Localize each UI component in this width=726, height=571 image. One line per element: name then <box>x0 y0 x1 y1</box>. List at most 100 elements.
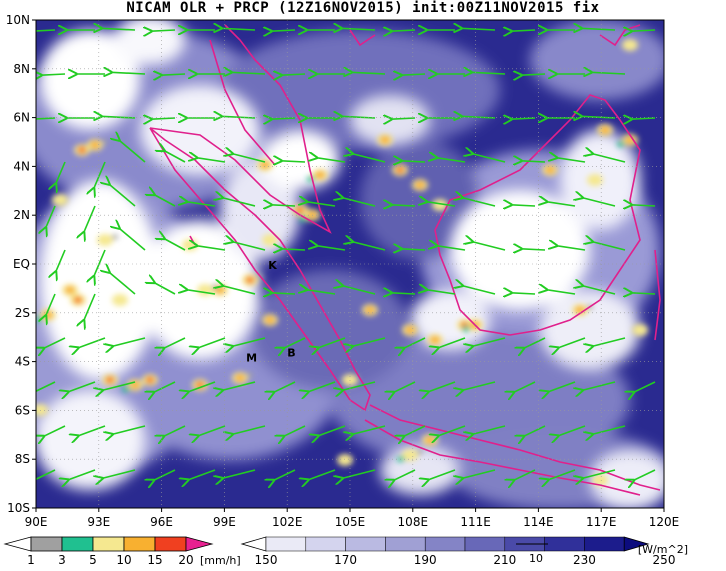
precip-cell <box>587 174 603 186</box>
wind-vector <box>196 158 226 163</box>
wind-vector <box>393 381 416 392</box>
precip-colorbar-high-arrow <box>185 536 214 552</box>
lat-tick-label: 2S <box>15 306 30 320</box>
wind-vector <box>101 28 136 30</box>
wind-vector <box>196 246 226 251</box>
wind-vector <box>582 286 616 295</box>
olr-colorbar-unit: [W/m^2] <box>638 543 688 556</box>
wind-vector <box>198 337 226 348</box>
coastline-borneo <box>434 94 641 336</box>
wind-vector <box>232 425 266 434</box>
wind-vector <box>428 381 456 392</box>
wind-vector <box>232 242 266 251</box>
precip-cell <box>36 404 48 416</box>
wind-vector <box>84 293 96 321</box>
precip-core <box>235 374 245 382</box>
wind-vector <box>631 118 656 119</box>
lat-tick-label: 10S <box>7 501 30 515</box>
wind-vector <box>78 425 106 436</box>
wind-vector <box>546 290 576 295</box>
wind-vector <box>78 337 106 348</box>
wind-vector <box>546 202 576 207</box>
precip-light <box>617 141 625 147</box>
precip-trace <box>112 234 118 240</box>
lon-tick-label: 99E <box>213 515 236 529</box>
lon-tick-label: 105E <box>335 515 366 529</box>
precip-trace <box>212 284 218 290</box>
reference-vector-label: 10 <box>529 552 543 565</box>
wind-vector <box>316 158 346 163</box>
wind-vector <box>43 425 66 436</box>
precipitation-cells <box>36 39 648 486</box>
wind-vector <box>403 337 426 348</box>
wind-vector <box>582 381 616 390</box>
wind-vector <box>581 28 616 30</box>
precip-core <box>365 306 375 314</box>
wind-vector <box>102 469 136 478</box>
wind-vector <box>472 154 506 163</box>
precip-peak <box>147 377 153 383</box>
lat-tick-label: 2N <box>13 208 30 222</box>
wind-vector <box>391 30 416 31</box>
olr-colorbar-label: 230 <box>573 553 596 567</box>
lon-tick-label: 93E <box>87 515 110 529</box>
wind-vector <box>102 381 136 390</box>
wind-vector <box>592 154 626 163</box>
olr-colorbar-segment <box>544 536 585 552</box>
wind-vector <box>163 425 186 436</box>
wind-vector <box>36 29 56 32</box>
wind-vector <box>633 381 656 392</box>
wind-vector <box>68 469 96 480</box>
wind-vector <box>84 205 96 233</box>
wind-vector <box>352 242 386 251</box>
lon-tick-label: 108E <box>398 515 429 529</box>
wind-vector <box>164 150 186 163</box>
wind-vector <box>351 72 386 74</box>
wind-vector <box>548 381 576 392</box>
wind-vector <box>462 198 496 207</box>
wind-vector <box>352 425 386 434</box>
wind-vector <box>308 381 336 392</box>
coastline-sulawesi <box>654 249 661 341</box>
wind-vector <box>462 381 496 390</box>
precip-cell <box>337 454 353 466</box>
wind-vector <box>511 293 536 294</box>
precip-colorbar-segment <box>123 536 156 552</box>
olr-colorbar-low-arrow <box>240 536 267 552</box>
precip-trace <box>417 449 423 455</box>
wind-vector <box>438 425 466 436</box>
station-marker-m: M <box>246 352 257 365</box>
olr-colorbar-label: 190 <box>414 553 437 567</box>
wind-vector <box>393 469 416 480</box>
wind-vector <box>401 249 426 250</box>
wind-vector <box>111 72 146 74</box>
wind-vector <box>101 116 136 118</box>
precip-trace <box>247 372 253 378</box>
wind-vector <box>271 293 296 294</box>
latitude-labels: 10N 8N 6N 4N 2N EQ 2S 4S 6S 8S 10S <box>6 13 36 515</box>
wind-vector <box>523 337 546 348</box>
wind-vector <box>271 30 296 31</box>
precip-cell <box>52 194 68 206</box>
wind-vector <box>153 469 176 480</box>
station-marker-b: B <box>287 347 295 360</box>
wind-vector <box>472 337 506 346</box>
precip-core <box>545 166 555 174</box>
wind-vector <box>109 272 136 295</box>
precip-peak <box>75 297 81 303</box>
lon-tick-label: 102E <box>272 515 303 529</box>
precip-colorbar-label: 15 <box>147 553 162 567</box>
precip-colorbar-segment <box>30 536 63 552</box>
map-area <box>36 20 664 508</box>
wind-vector <box>548 469 576 480</box>
lat-lon-grid <box>36 20 664 508</box>
lat-tick-label: 8S <box>15 452 30 466</box>
wind-vector <box>436 158 466 163</box>
wind-vector <box>222 381 256 390</box>
wind-vector <box>112 425 146 434</box>
precip-core <box>65 286 75 294</box>
wind-vector <box>472 242 506 251</box>
wind-vector <box>163 337 186 348</box>
wind-vector <box>391 205 416 206</box>
lon-tick-label: 111E <box>460 515 491 529</box>
